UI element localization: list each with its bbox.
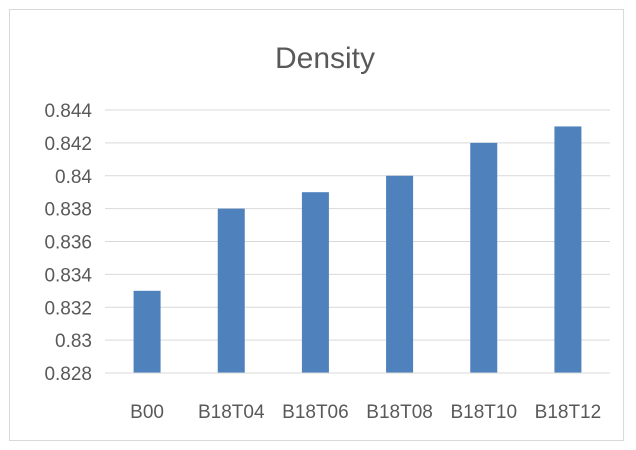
y-tick-label: 0.838	[44, 200, 92, 221]
y-tick-label: 0.832	[44, 298, 92, 319]
chart-title: Density	[275, 42, 375, 75]
y-tick-label: 0.842	[44, 134, 92, 155]
y-axis-ticks: 0.828 0.83 0.832 0.834 0.836 0.838 0.84 0.842 0.…	[44, 101, 92, 385]
bars	[133, 126, 582, 373]
x-tick-label: B18T04	[198, 402, 265, 423]
x-tick-label: B18T10	[450, 402, 517, 423]
y-tick-label: 0.834	[44, 265, 92, 286]
x-tick-label: B00	[130, 402, 164, 423]
y-tick-label: 0.844	[44, 101, 92, 122]
bar-b18t10	[470, 142, 498, 373]
x-tick-label: B18T12	[535, 402, 602, 423]
gridlines	[105, 109, 610, 341]
y-tick-label: 0.83	[55, 331, 92, 352]
bar-b18t08	[386, 175, 414, 373]
x-tick-label: B18T06	[282, 402, 349, 423]
y-tick-label: 0.836	[44, 233, 92, 254]
x-axis-ticks: B00 B18T04 B18T06 B18T08 B18T10 B18T12	[130, 402, 601, 423]
bar-b18t04	[217, 208, 245, 373]
bar-b18t06	[301, 192, 329, 373]
bar-b00	[133, 290, 161, 373]
y-tick-label: 0.84	[55, 167, 92, 188]
y-tick-label: 0.828	[44, 364, 92, 385]
bar-b18t12	[554, 126, 582, 373]
x-tick-label: B18T08	[366, 402, 433, 423]
